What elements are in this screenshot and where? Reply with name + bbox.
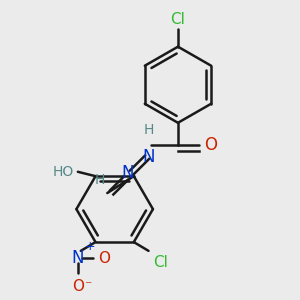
- Text: N: N: [122, 164, 134, 181]
- Text: O: O: [98, 251, 110, 266]
- Text: ⁻: ⁻: [84, 279, 92, 293]
- Text: O: O: [205, 136, 218, 154]
- Text: +: +: [84, 240, 95, 253]
- Text: N: N: [72, 249, 84, 267]
- Text: HO: HO: [52, 165, 74, 179]
- Text: H: H: [95, 173, 105, 187]
- Text: O: O: [72, 279, 84, 294]
- Text: Cl: Cl: [153, 255, 168, 270]
- Text: H: H: [143, 123, 154, 137]
- Text: N: N: [142, 148, 155, 166]
- Text: Cl: Cl: [170, 12, 185, 27]
